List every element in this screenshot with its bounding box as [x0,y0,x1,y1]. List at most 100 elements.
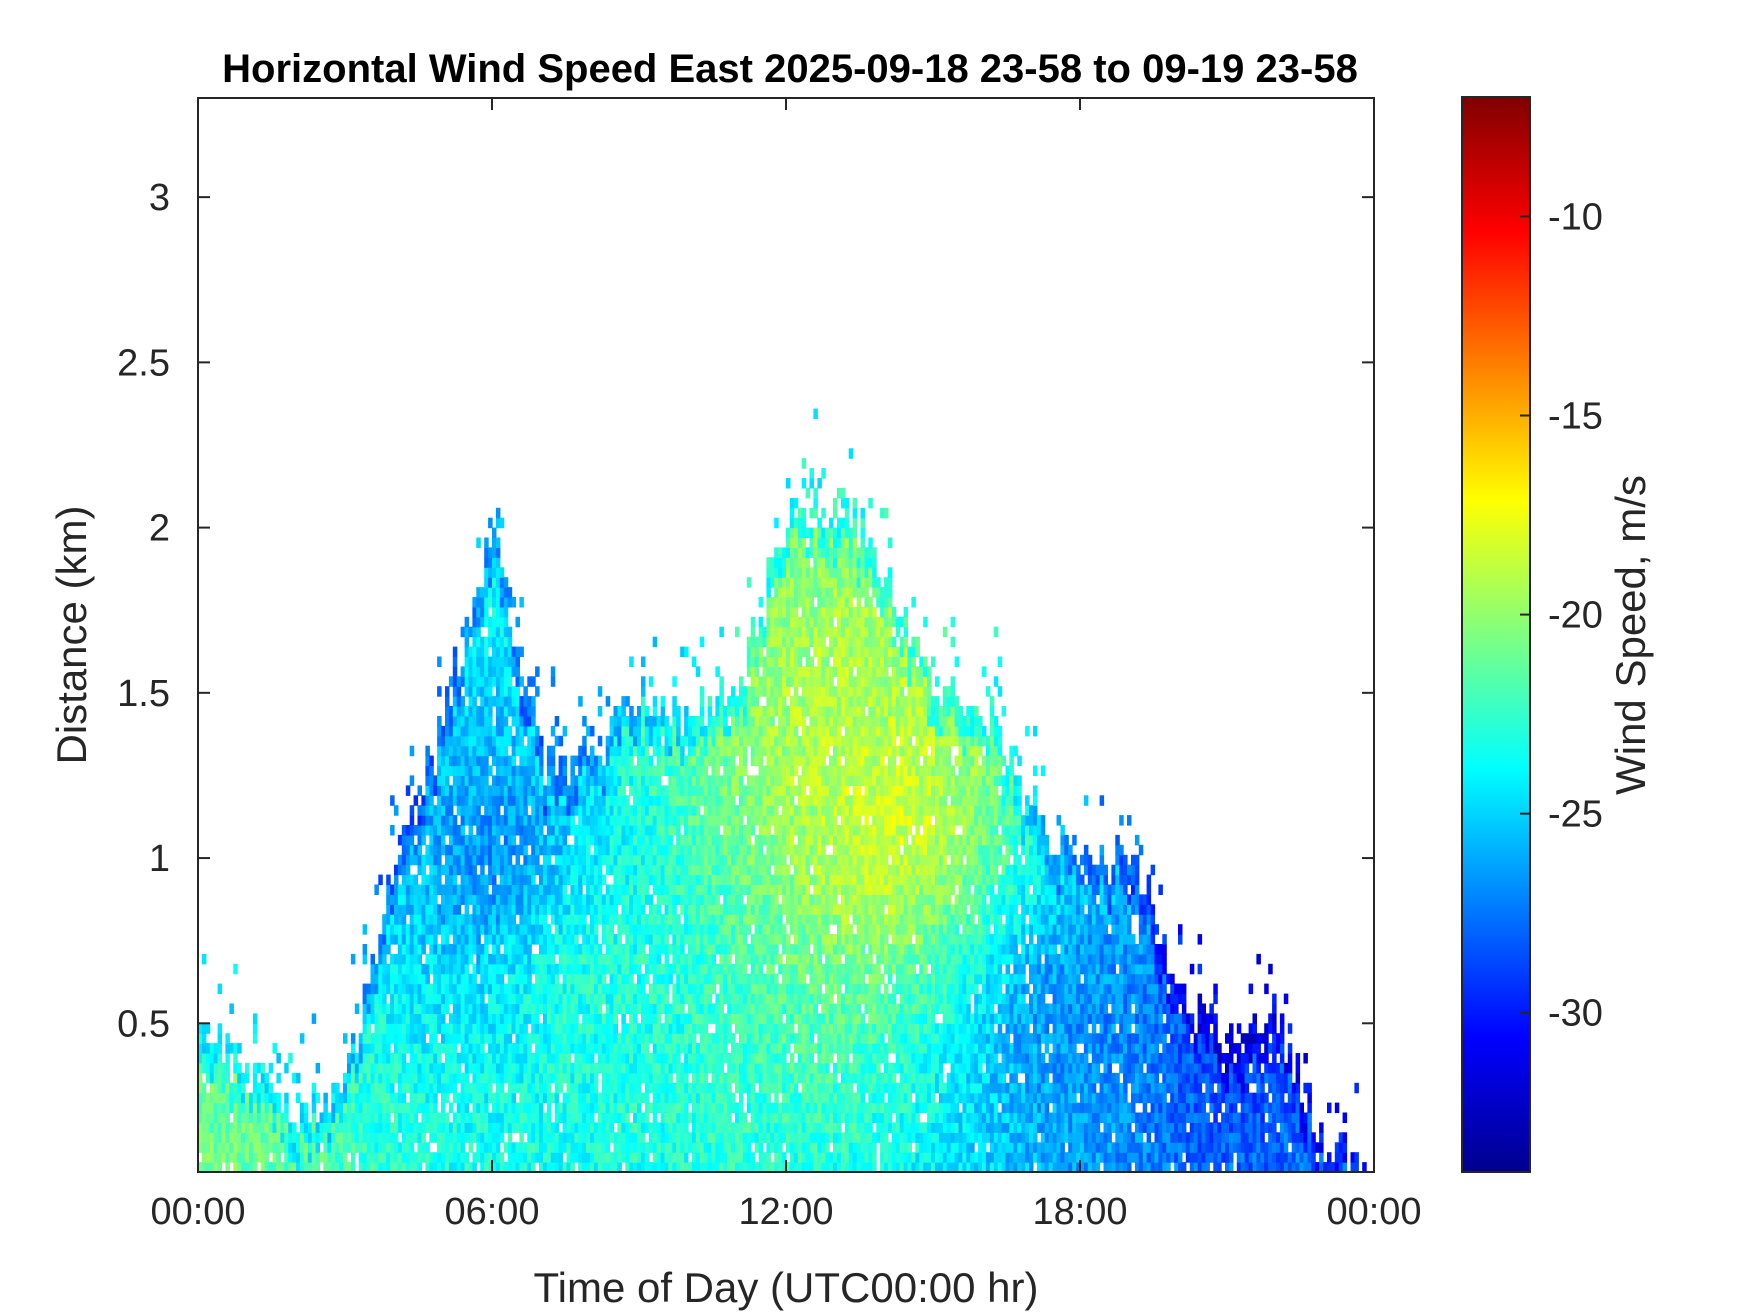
heatmap-cell [735,983,740,995]
heatmap-cell [644,1102,650,1114]
heatmap-cell [433,983,438,995]
heatmap-cell [731,805,736,816]
heatmap-cell [241,1082,246,1094]
heatmap-cell [770,1102,775,1114]
heatmap-cell [637,1112,642,1123]
heatmap-cell [448,983,454,995]
heatmap-cell [601,963,607,975]
heatmap-cell [613,1033,618,1044]
heatmap-cell [582,1043,587,1054]
heatmap-cell [531,1092,536,1104]
heatmap-cell [464,884,470,895]
heatmap-cell [378,1003,383,1014]
heatmap-cell [425,1082,430,1094]
heatmap-cell [586,1003,591,1014]
heatmap-cell [711,844,716,856]
heatmap-cell [437,963,442,975]
heatmap-cell [394,874,399,886]
heatmap-cell [578,1082,583,1094]
heatmap-cell [460,765,466,776]
heatmap-cell [672,983,677,995]
heatmap-cell [539,904,544,915]
heatmap-cell [484,656,489,667]
heatmap-cell [676,864,681,876]
heatmap-cell [652,735,658,747]
heatmap-cell [531,805,536,816]
heatmap-cell [648,1023,654,1034]
heatmap-cell [374,1023,379,1034]
heatmap-cell [488,765,493,776]
heatmap-cell [719,904,724,915]
heatmap-cell [452,973,458,985]
heatmap-cell [335,1132,340,1143]
heatmap-cell [723,1082,728,1094]
heatmap-cell [625,725,630,737]
heatmap-cell [523,944,528,955]
heatmap-cell [715,745,720,757]
heatmap-cell [433,1092,438,1104]
heatmap-cell [464,1043,470,1054]
heatmap-cell [680,755,685,767]
heatmap-cell [644,775,650,786]
heatmap-cell [464,775,470,786]
heatmap-cell [578,696,583,707]
heatmap-cell [582,1152,587,1163]
heatmap-cell [633,1122,638,1133]
heatmap-cell [578,904,583,915]
heatmap-cell [531,854,536,866]
heatmap-cell [523,834,528,846]
heatmap-cell [695,944,701,955]
heatmap-cell [527,973,532,985]
heatmap-cell [519,983,524,995]
heatmap-cell [495,696,501,707]
heatmap-cell [441,834,446,846]
heatmap-cell [656,805,662,816]
heatmap-cell [425,953,430,965]
heatmap-cell [237,1152,242,1163]
heatmap-cell [456,1162,462,1173]
heatmap-cell [519,1033,524,1044]
heatmap-cell [582,1102,587,1114]
heatmap-cell [625,904,630,915]
heatmap-cell [699,1023,705,1034]
heatmap-cell [621,894,626,905]
heatmap-cell [762,1062,767,1074]
heatmap-cell [272,1132,277,1143]
heatmap-cell [578,1142,583,1153]
heatmap-cell [668,1013,673,1024]
heatmap-cell [590,1162,595,1173]
heatmap-cell [684,1132,689,1143]
heatmap-cell [586,944,591,955]
heatmap-cell [433,1062,438,1074]
heatmap-cell [641,874,646,886]
heatmap-cell [715,874,720,886]
heatmap-cell [464,745,470,757]
heatmap-cell [637,914,642,925]
heatmap-cell [762,666,767,677]
heatmap-cell [625,1122,630,1133]
heatmap-cell [691,864,697,876]
heatmap-cell [750,795,756,806]
heatmap-cell [754,1092,760,1104]
heatmap-cell [578,1122,583,1133]
heatmap-cell [739,924,744,935]
heatmap-cell [543,1062,548,1074]
heatmap-cell [468,1013,473,1024]
heatmap-cell [492,795,497,806]
heatmap-cell [739,755,744,767]
heatmap-cell [358,1053,364,1064]
heatmap-cell [754,963,760,975]
heatmap-cell [648,993,654,1005]
heatmap-cell [641,785,646,796]
heatmap-cell [688,944,693,955]
heatmap-cell [597,1053,603,1064]
heatmap-cell [641,1013,646,1024]
heatmap-cell [754,785,760,796]
heatmap-cell [672,725,677,737]
heatmap-cell [445,785,450,796]
heatmap-cell [770,1053,775,1064]
heatmap-cell [539,1082,544,1094]
heatmap-cell [566,993,571,1005]
heatmap-cell [707,725,713,737]
heatmap-cell [256,1092,262,1104]
